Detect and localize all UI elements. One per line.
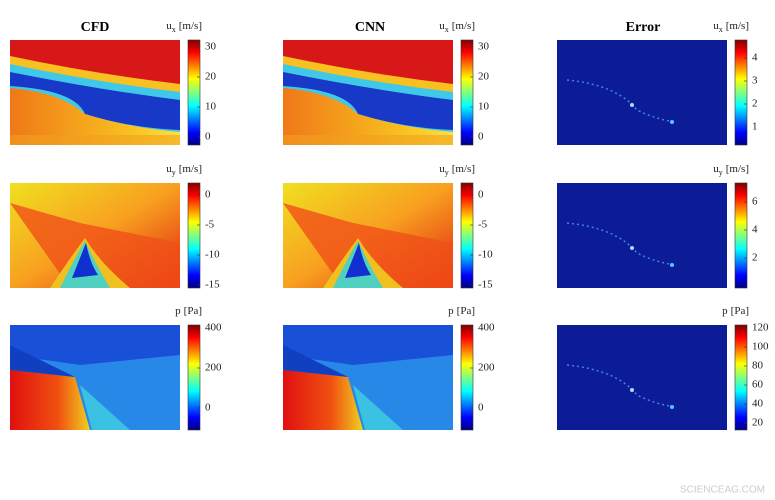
- tick-label: 0: [478, 131, 484, 143]
- tick-label: 2: [752, 252, 758, 264]
- tick-label: 100: [752, 341, 769, 353]
- unit: [Pa]: [731, 305, 749, 317]
- unit: [m/s]: [452, 20, 475, 32]
- tick-label: 2: [752, 98, 758, 110]
- tick-label: -15: [478, 279, 493, 291]
- colorbar: [460, 39, 474, 146]
- tick-label: 0: [478, 189, 484, 201]
- symbol: p: [722, 305, 728, 317]
- colorbar: [187, 39, 201, 146]
- colorbar: [187, 324, 201, 431]
- tick-label: 60: [752, 379, 764, 391]
- subscript: x: [445, 25, 449, 34]
- heatmap: [556, 39, 728, 146]
- unit: [Pa]: [457, 305, 475, 317]
- tick-label: 4: [752, 224, 758, 236]
- colorbar: [187, 182, 201, 289]
- tick-label: 4: [752, 52, 758, 64]
- tick-label: 0: [205, 402, 211, 414]
- colorbar-label: p [Pa]: [722, 305, 749, 317]
- colorbar: [734, 324, 748, 431]
- heatmap: [556, 182, 728, 289]
- tick-label: 80: [752, 360, 764, 372]
- tick-label: 20: [752, 417, 764, 429]
- subscript: x: [172, 25, 176, 34]
- column-title: CFD: [81, 20, 110, 35]
- tick-label: 3: [752, 75, 758, 87]
- colorbar-label: ux [m/s]: [713, 20, 749, 34]
- watermark: SCIENCEAG.COM: [680, 485, 765, 496]
- tick-label: 0: [205, 189, 211, 201]
- colorbar-label: ux [m/s]: [439, 20, 475, 34]
- colorbar-label: p [Pa]: [175, 305, 202, 317]
- unit: [m/s]: [179, 163, 202, 175]
- symbol: u: [166, 20, 172, 32]
- tick-label: 1: [752, 121, 758, 133]
- tick-label: 120: [752, 322, 769, 334]
- symbol: u: [166, 163, 172, 175]
- tick-label: 400: [205, 322, 222, 334]
- colorbar-label: p [Pa]: [448, 305, 475, 317]
- tick-label: 0: [478, 402, 484, 414]
- colorbar: [734, 39, 748, 146]
- heatmap: [283, 40, 453, 145]
- colorbar-label: uy [m/s]: [439, 163, 475, 177]
- tick-label: -10: [205, 249, 220, 261]
- subscript: y: [445, 168, 449, 177]
- tick-label: 10: [478, 101, 490, 113]
- symbol: p: [448, 305, 454, 317]
- colorbar-label: uy [m/s]: [166, 163, 202, 177]
- symbol: u: [439, 163, 445, 175]
- unit: [m/s]: [726, 163, 749, 175]
- tick-label: 30: [205, 41, 217, 53]
- heatmap: [556, 324, 728, 431]
- heatmap: [283, 325, 453, 430]
- colorbar-label: uy [m/s]: [713, 163, 749, 177]
- tick-label: 200: [478, 362, 495, 374]
- symbol: p: [175, 305, 181, 317]
- symbol: u: [439, 20, 445, 32]
- heatmap: [10, 40, 180, 145]
- subscript: y: [719, 168, 723, 177]
- tick-label: 20: [205, 71, 217, 83]
- heatmap: [283, 183, 453, 288]
- tick-label: -10: [478, 249, 493, 261]
- tick-label: 40: [752, 398, 764, 410]
- tick-label: 6: [752, 196, 758, 208]
- colorbar: [460, 324, 474, 431]
- symbol: u: [713, 163, 719, 175]
- tick-label: -5: [205, 219, 215, 231]
- colorbar: [734, 182, 748, 289]
- tick-label: 200: [205, 362, 222, 374]
- colorbar: [460, 182, 474, 289]
- symbol: u: [713, 20, 719, 32]
- unit: [m/s]: [726, 20, 749, 32]
- column-title: Error: [626, 20, 661, 35]
- subscript: x: [719, 25, 723, 34]
- unit: [Pa]: [184, 305, 202, 317]
- subscript: y: [172, 168, 176, 177]
- tick-label: 30: [478, 41, 490, 53]
- heatmap: [10, 325, 180, 430]
- tick-label: -5: [478, 219, 488, 231]
- colorbar-label: ux [m/s]: [166, 20, 202, 34]
- heatmap: [10, 183, 180, 288]
- unit: [m/s]: [179, 20, 202, 32]
- tick-label: 10: [205, 101, 217, 113]
- column-title: CNN: [355, 20, 385, 35]
- tick-label: 400: [478, 322, 495, 334]
- tick-label: 0: [205, 131, 211, 143]
- tick-label: 20: [478, 71, 490, 83]
- unit: [m/s]: [452, 163, 475, 175]
- tick-label: -15: [205, 279, 220, 291]
